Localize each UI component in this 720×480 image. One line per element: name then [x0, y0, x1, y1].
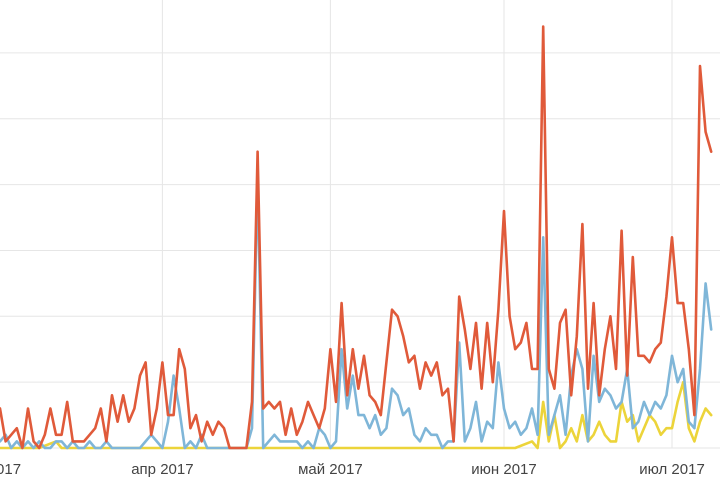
x-tick-label: мар 2017: [0, 461, 21, 478]
grid: [0, 0, 720, 449]
series-line-0: [0, 25, 713, 450]
x-tick-label: апр 2017: [131, 461, 193, 478]
series-line-1: [0, 176, 713, 450]
series-line-2: [0, 380, 713, 450]
series-layer: [0, 25, 713, 450]
x-tick-label: июн 2017: [471, 461, 536, 478]
x-axis: мар 2017 апр 2017 май 2017 июн 2017 июл 2017: [0, 461, 705, 478]
x-tick-label: июл 2017: [639, 461, 705, 478]
x-tick-label: май 2017: [298, 461, 363, 478]
